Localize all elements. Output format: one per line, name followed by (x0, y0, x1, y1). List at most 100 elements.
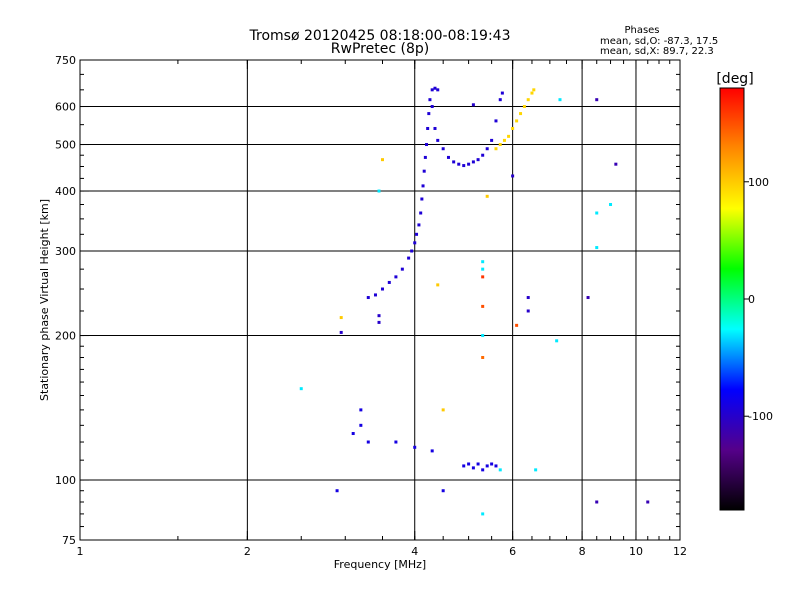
y-axis-ticks: 75 100 200 300 400 500 600 750 (55, 54, 680, 547)
data-point (436, 283, 440, 287)
data-point (481, 153, 485, 157)
data-point (335, 489, 339, 493)
data-point (413, 241, 417, 245)
data-point (400, 267, 404, 271)
data-point (471, 160, 475, 164)
data-point (476, 158, 480, 162)
x-axis-label: Frequency [MHz] (334, 558, 426, 571)
data-point (511, 126, 515, 130)
data-point (646, 500, 650, 504)
data-point (498, 468, 502, 472)
data-point (471, 103, 475, 107)
data-point (502, 138, 506, 142)
grid-lines (80, 60, 680, 540)
data-point (452, 160, 456, 164)
data-point (417, 223, 421, 227)
data-point (586, 296, 590, 300)
data-point (481, 275, 485, 279)
data-point (511, 174, 515, 178)
data-point (351, 432, 355, 436)
data-point (614, 162, 618, 166)
data-point (476, 462, 480, 466)
data-point (359, 423, 363, 427)
data-point (595, 246, 599, 250)
data-point (425, 143, 429, 147)
x-axis-ticks: 1 2 4 6 8 10 12 (77, 60, 687, 558)
data-point (526, 309, 530, 313)
data-point (436, 138, 440, 142)
data-point (498, 143, 502, 147)
data-point (530, 91, 534, 95)
data-point (380, 158, 384, 162)
data-point (373, 293, 377, 297)
data-point (339, 330, 343, 334)
data-point (420, 197, 424, 201)
data-point (481, 334, 485, 338)
data-point (467, 162, 471, 166)
data-point (415, 232, 419, 236)
data-point (366, 296, 370, 300)
data-point (359, 408, 363, 412)
data-point (430, 105, 434, 109)
data-point (457, 162, 461, 166)
data-point (507, 134, 511, 138)
x-tick-label: 8 (579, 545, 586, 558)
colorbar-gradient (719, 87, 745, 511)
data-point (595, 211, 599, 215)
data-point (526, 296, 530, 300)
data-point (485, 464, 489, 468)
y-tick-label: 400 (55, 185, 76, 198)
data-point (515, 323, 519, 327)
data-point (410, 249, 414, 253)
data-point (430, 449, 434, 453)
data-point (555, 339, 559, 343)
y-tick-label: 200 (55, 330, 76, 343)
data-point (519, 112, 523, 116)
colorbar: [deg] 100 0 -100 (716, 71, 773, 511)
data-point (490, 462, 494, 466)
colorbar-label: [deg] (716, 71, 753, 87)
data-point (485, 194, 489, 198)
data-point (532, 88, 536, 92)
plot-frame (79, 59, 681, 541)
y-tick-label: 600 (55, 101, 76, 114)
data-point (380, 287, 384, 291)
data-point (426, 126, 430, 130)
data-point (595, 500, 599, 504)
data-point (430, 88, 434, 92)
data-point (394, 275, 398, 279)
data-point (462, 164, 466, 168)
data-point (494, 464, 498, 468)
data-point (407, 256, 411, 260)
data-point (427, 112, 431, 116)
y-tick-label: 500 (55, 139, 76, 152)
data-point (498, 98, 502, 102)
data-point (481, 512, 485, 516)
data-point (377, 320, 381, 324)
data-point (433, 126, 437, 130)
data-point (299, 387, 303, 391)
data-point (394, 440, 398, 444)
data-point (558, 98, 562, 102)
colorbar-tick-label: 0 (748, 293, 755, 306)
data-point (522, 105, 526, 109)
data-point (481, 355, 485, 359)
data-point (481, 267, 485, 271)
data-point (446, 155, 450, 159)
x-tick-label: 1 (77, 545, 84, 558)
data-point (433, 86, 437, 90)
data-point (490, 138, 494, 142)
data-point (515, 119, 519, 123)
data-point (419, 211, 423, 215)
data-points (299, 86, 650, 516)
data-point (423, 155, 427, 159)
data-point (481, 260, 485, 264)
data-point (534, 468, 538, 472)
x-tick-label: 4 (411, 545, 418, 558)
y-axis-label: Stationary phase Virtual Height [km] (38, 199, 51, 401)
chart-subtitle: RwPretec (8p) (331, 41, 429, 57)
data-point (422, 169, 426, 173)
data-point (609, 202, 613, 206)
phase-stats-title: Phases (624, 25, 659, 36)
